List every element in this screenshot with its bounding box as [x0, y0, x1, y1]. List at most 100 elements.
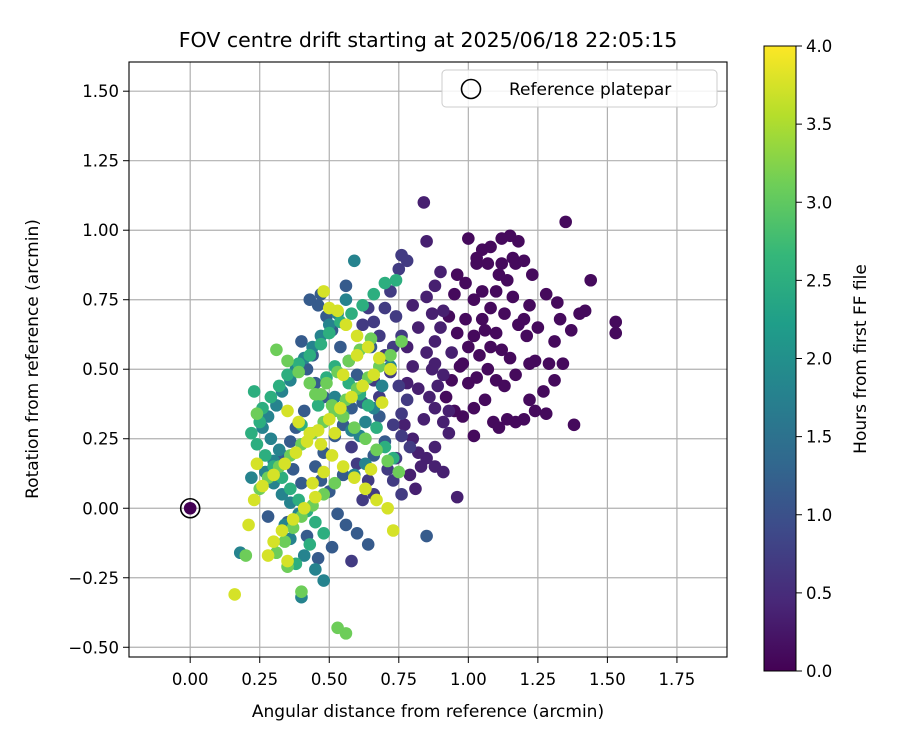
- data-point: [245, 471, 258, 484]
- data-point: [392, 262, 406, 276]
- data-point: [314, 337, 328, 351]
- data-point: [309, 515, 322, 529]
- data-point: [450, 326, 464, 340]
- data-point: [450, 268, 464, 281]
- y-tick-label: 1.00: [82, 221, 119, 240]
- data-point: [239, 549, 253, 562]
- data-point: [403, 440, 417, 454]
- colorbar-tick-label: 1.5: [806, 428, 832, 447]
- y-tick-label: 1.25: [82, 152, 119, 171]
- data-point: [467, 329, 481, 343]
- data-point: [345, 440, 358, 454]
- data-point: [289, 446, 303, 459]
- data-point: [384, 349, 397, 362]
- colorbar-tick-label: 2.5: [806, 271, 832, 290]
- data-point: [347, 254, 361, 268]
- data-point: [445, 346, 458, 359]
- data-point: [448, 287, 461, 301]
- x-tick-label: 0.75: [380, 670, 417, 689]
- data-point: [320, 376, 333, 390]
- data-point: [256, 479, 269, 493]
- plot-frame: [128, 61, 728, 658]
- data-point: [359, 415, 372, 429]
- data-point: [462, 340, 475, 354]
- data-point: [389, 273, 403, 287]
- data-point: [436, 415, 450, 429]
- data-point: [336, 368, 350, 382]
- data-point: [414, 460, 428, 473]
- data-point: [281, 554, 294, 568]
- data-point: [331, 507, 344, 521]
- data-point: [386, 418, 400, 432]
- data-point: [523, 298, 536, 312]
- data-point: [420, 290, 433, 304]
- data-point: [367, 315, 381, 329]
- data-point: [381, 501, 394, 515]
- data-point: [375, 379, 389, 393]
- data-point: [264, 390, 278, 404]
- data-point: [478, 324, 492, 337]
- data-point: [322, 326, 336, 340]
- data-point: [459, 312, 472, 326]
- data-point: [436, 368, 450, 382]
- y-tick-label: 0.50: [82, 360, 119, 379]
- data-point: [295, 585, 308, 598]
- data-point: [339, 293, 353, 307]
- data-point: [400, 393, 414, 407]
- data-point: [517, 412, 531, 426]
- data-point: [367, 368, 381, 382]
- data-point: [278, 457, 292, 471]
- data-point: [359, 432, 372, 446]
- colorbar-tick-label: 4.0: [806, 37, 832, 56]
- data-point: [281, 354, 294, 368]
- data-point: [406, 298, 420, 312]
- data-point: [439, 390, 453, 404]
- data-point: [403, 468, 417, 482]
- data-point: [250, 457, 264, 471]
- data-point: [489, 326, 503, 340]
- data-point: [339, 279, 353, 293]
- data-point: [425, 362, 439, 376]
- data-point: [311, 399, 325, 412]
- data-point: [303, 376, 317, 390]
- data-point: [470, 257, 483, 270]
- data-point: [272, 379, 286, 393]
- data-point: [347, 421, 361, 434]
- legend-box: [441, 69, 718, 108]
- data-point: [247, 385, 261, 398]
- data-point: [331, 621, 344, 635]
- data-point: [389, 310, 403, 323]
- data-point: [350, 368, 364, 382]
- data-point: [364, 463, 378, 476]
- data-point: [295, 335, 308, 348]
- data-point: [406, 360, 420, 373]
- data-point: [267, 535, 280, 548]
- data-point: [609, 315, 623, 329]
- data-point: [292, 365, 305, 379]
- data-point: [484, 301, 497, 315]
- y-axis-ticks: −0.50 −0.25 0.00 0.25 0.50 0.75 1.00 1.25 1.50: [68, 82, 129, 657]
- data-point: [322, 412, 336, 426]
- data-point: [411, 321, 425, 334]
- data-point: [264, 432, 278, 446]
- data-point: [250, 407, 264, 421]
- data-point: [303, 426, 317, 440]
- y-tick-label: 1.50: [82, 82, 119, 101]
- data-point: [420, 346, 433, 359]
- data-point: [317, 526, 330, 540]
- data-point: [367, 287, 381, 301]
- data-point: [498, 307, 511, 320]
- data-point: [317, 574, 330, 587]
- x-tick-label: 1.50: [589, 670, 626, 689]
- data-point: [492, 421, 506, 434]
- data-point: [584, 273, 598, 287]
- data-point: [559, 215, 572, 229]
- data-point: [297, 404, 311, 418]
- data-point: [328, 426, 342, 440]
- data-point: [509, 368, 522, 382]
- data-point: [317, 285, 330, 298]
- data-point: [539, 287, 553, 301]
- data-point: [292, 415, 305, 429]
- data-point: [359, 482, 372, 496]
